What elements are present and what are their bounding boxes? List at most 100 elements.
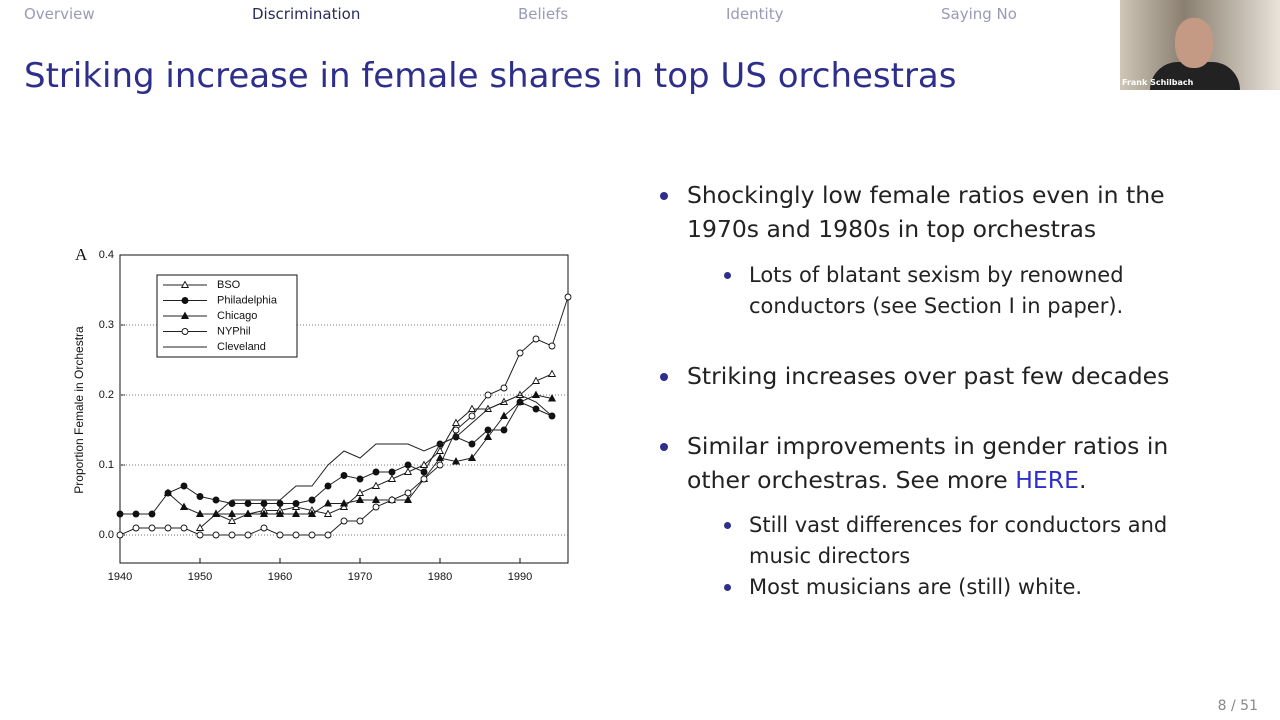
text: . bbox=[1078, 466, 1087, 494]
legend-label: Philadelphia bbox=[217, 294, 278, 306]
marker bbox=[403, 495, 413, 503]
bullet-text: Shockingly low female ratios even in the… bbox=[687, 181, 1165, 243]
marker bbox=[276, 531, 284, 539]
bullet-text: Most musicians are (still) white. bbox=[749, 575, 1083, 599]
slide-title: Striking increase in female shares in to… bbox=[24, 56, 957, 96]
person bbox=[1175, 18, 1213, 68]
marker bbox=[388, 468, 396, 476]
marker bbox=[372, 503, 380, 511]
marker bbox=[244, 500, 252, 507]
marker bbox=[180, 482, 188, 490]
panel-label: A bbox=[75, 245, 88, 264]
x-tick-label: 1970 bbox=[348, 571, 372, 583]
marker bbox=[180, 280, 190, 288]
marker bbox=[275, 509, 285, 517]
marker bbox=[356, 475, 364, 483]
marker bbox=[355, 495, 365, 503]
marker bbox=[340, 472, 348, 479]
marker bbox=[420, 475, 428, 483]
marker bbox=[212, 531, 220, 539]
x-tick-label: 1990 bbox=[508, 571, 532, 583]
y-axis-label: Proportion Female in Orchestra bbox=[72, 326, 86, 494]
marker bbox=[547, 394, 557, 402]
marker bbox=[196, 493, 204, 500]
marker bbox=[531, 376, 541, 384]
y-tick-label: 0.3 bbox=[99, 319, 114, 331]
marker bbox=[452, 426, 460, 434]
marker bbox=[500, 426, 508, 434]
marker bbox=[292, 500, 300, 507]
marker bbox=[388, 496, 396, 504]
x-tick-label: 1950 bbox=[188, 571, 212, 583]
marker bbox=[516, 349, 524, 357]
marker bbox=[259, 509, 269, 517]
marker bbox=[180, 311, 190, 319]
y-tick-label: 0.1 bbox=[99, 459, 114, 471]
marker bbox=[500, 384, 508, 392]
link[interactable]: HERE bbox=[1015, 466, 1079, 494]
marker bbox=[308, 531, 316, 539]
legend-label: Cleveland bbox=[217, 341, 266, 353]
marker bbox=[132, 524, 140, 532]
marker bbox=[195, 509, 205, 517]
marker bbox=[403, 467, 413, 475]
marker bbox=[291, 509, 301, 517]
y-tick-label: 0.4 bbox=[99, 249, 114, 261]
speaker-name: Frank Schilbach bbox=[1122, 78, 1194, 87]
marker bbox=[181, 328, 189, 335]
marker bbox=[404, 489, 412, 497]
marker bbox=[548, 342, 556, 350]
marker bbox=[499, 411, 509, 419]
x-tick-label: 1940 bbox=[108, 571, 132, 583]
nav-item[interactable]: Identity bbox=[726, 5, 784, 23]
marker bbox=[419, 460, 429, 468]
marker bbox=[228, 531, 236, 539]
marker bbox=[179, 502, 189, 510]
bullet-text: Lots of blatant sexism by renowned condu… bbox=[749, 263, 1124, 318]
marker bbox=[116, 531, 124, 539]
marker bbox=[307, 509, 317, 517]
marker bbox=[515, 397, 525, 405]
nav-item[interactable]: Overview bbox=[24, 5, 95, 23]
bullet bbox=[724, 272, 731, 279]
y-tick-label: 0.2 bbox=[99, 389, 114, 401]
marker bbox=[243, 509, 253, 517]
bullet bbox=[660, 192, 668, 200]
marker bbox=[468, 412, 476, 420]
marker bbox=[195, 523, 205, 531]
marker bbox=[180, 524, 188, 532]
marker bbox=[372, 468, 380, 476]
marker bbox=[227, 509, 237, 517]
bullet-text: Still vast differences for conductors an… bbox=[749, 513, 1168, 568]
marker bbox=[564, 293, 572, 301]
marker bbox=[404, 461, 412, 469]
marker bbox=[340, 517, 348, 525]
series-line bbox=[215, 394, 553, 515]
nav-item[interactable]: Discrimination bbox=[252, 5, 361, 23]
marker bbox=[420, 468, 428, 476]
x-tick-label: 1960 bbox=[268, 571, 292, 583]
bullet bbox=[724, 584, 731, 591]
page-number: 8 / 51 bbox=[1217, 698, 1258, 714]
marker bbox=[435, 453, 445, 461]
marker bbox=[148, 510, 156, 518]
x-tick-label: 1980 bbox=[428, 571, 452, 583]
marker bbox=[436, 461, 444, 469]
bullet-text: Striking increases over past few decades bbox=[687, 362, 1170, 390]
marker bbox=[260, 500, 268, 507]
series-line bbox=[120, 401, 553, 515]
bullet bbox=[724, 522, 731, 529]
plot-frame bbox=[119, 254, 569, 564]
marker bbox=[484, 391, 492, 399]
marker bbox=[532, 335, 540, 343]
marker bbox=[371, 495, 381, 503]
y-tick-label: 0.0 bbox=[99, 529, 114, 541]
marker bbox=[467, 453, 477, 461]
marker bbox=[260, 524, 268, 532]
nav-item[interactable]: Beliefs bbox=[518, 5, 569, 23]
marker bbox=[451, 418, 461, 426]
marker bbox=[308, 496, 316, 504]
legend-label: NYPhil bbox=[217, 325, 251, 337]
nav-item[interactable]: Saying No bbox=[941, 5, 1017, 23]
